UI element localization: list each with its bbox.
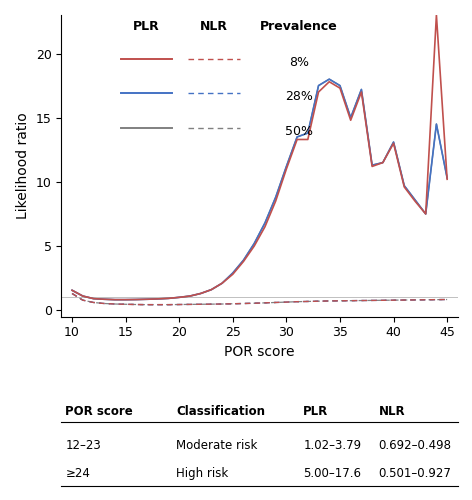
Text: 0.692–0.498: 0.692–0.498	[379, 439, 452, 452]
Text: NLR: NLR	[379, 405, 405, 418]
Text: 12–23: 12–23	[65, 439, 101, 452]
Text: High risk: High risk	[177, 468, 228, 480]
Text: PLR: PLR	[133, 20, 160, 32]
Y-axis label: Likelihood ratio: Likelihood ratio	[16, 112, 30, 219]
Text: 1.02–3.79: 1.02–3.79	[303, 439, 362, 452]
X-axis label: POR score: POR score	[224, 345, 295, 359]
Text: NLR: NLR	[200, 20, 228, 32]
Text: 0.501–0.927: 0.501–0.927	[379, 468, 451, 480]
Text: 28%: 28%	[285, 90, 313, 104]
Text: Prevalence: Prevalence	[261, 20, 338, 32]
Text: Moderate risk: Moderate risk	[177, 439, 258, 452]
Text: ≥24: ≥24	[65, 468, 90, 480]
Text: POR score: POR score	[65, 405, 133, 418]
Text: 50%: 50%	[285, 125, 313, 138]
Text: Classification: Classification	[177, 405, 265, 418]
Text: 8%: 8%	[289, 56, 309, 68]
Text: PLR: PLR	[303, 405, 329, 418]
Text: 5.00–17.6: 5.00–17.6	[303, 468, 361, 480]
